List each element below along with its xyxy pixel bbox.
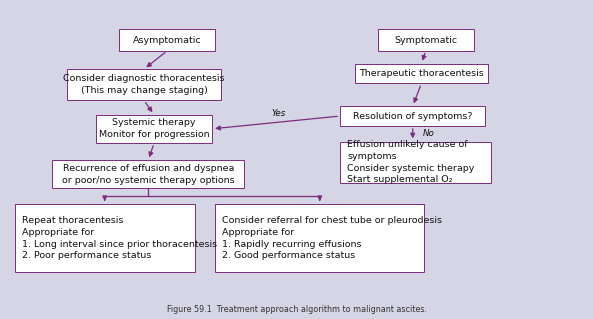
FancyBboxPatch shape: [96, 115, 212, 143]
FancyBboxPatch shape: [119, 29, 215, 51]
FancyBboxPatch shape: [52, 160, 244, 189]
Text: Systemic therapy
Monitor for progression: Systemic therapy Monitor for progression: [99, 118, 209, 139]
FancyBboxPatch shape: [15, 204, 195, 272]
FancyBboxPatch shape: [215, 204, 425, 272]
Text: No: No: [423, 129, 435, 138]
Text: Symptomatic: Symptomatic: [394, 36, 457, 45]
Text: Therapeutic thoracentesis: Therapeutic thoracentesis: [359, 69, 484, 78]
FancyBboxPatch shape: [67, 69, 221, 100]
FancyBboxPatch shape: [378, 29, 474, 51]
Text: Figure 59.1  Treatment approach algorithm to malignant ascites.: Figure 59.1 Treatment approach algorithm…: [167, 305, 426, 314]
Text: Asymptomatic: Asymptomatic: [133, 36, 202, 45]
Text: Resolution of symptoms?: Resolution of symptoms?: [353, 112, 473, 121]
Text: Effusion unlikely cause of
symptoms
Consider systemic therapy
Start supplemental: Effusion unlikely cause of symptoms Cons…: [347, 140, 474, 184]
Text: Consider referral for chest tube or pleurodesis
Appropriate for
1. Rapidly recur: Consider referral for chest tube or pleu…: [222, 216, 442, 260]
Text: Recurrence of effusion and dyspnea
or poor/no systemic therapy options: Recurrence of effusion and dyspnea or po…: [62, 164, 235, 185]
Text: Repeat thoracentesis
Appropriate for
1. Long interval since prior thoracentesis
: Repeat thoracentesis Appropriate for 1. …: [21, 216, 217, 260]
FancyBboxPatch shape: [340, 106, 485, 126]
FancyBboxPatch shape: [355, 63, 488, 83]
Text: Yes: Yes: [272, 109, 286, 118]
Text: Consider diagnostic thoracentesis
(This may change staging): Consider diagnostic thoracentesis (This …: [63, 74, 225, 95]
FancyBboxPatch shape: [340, 142, 491, 183]
